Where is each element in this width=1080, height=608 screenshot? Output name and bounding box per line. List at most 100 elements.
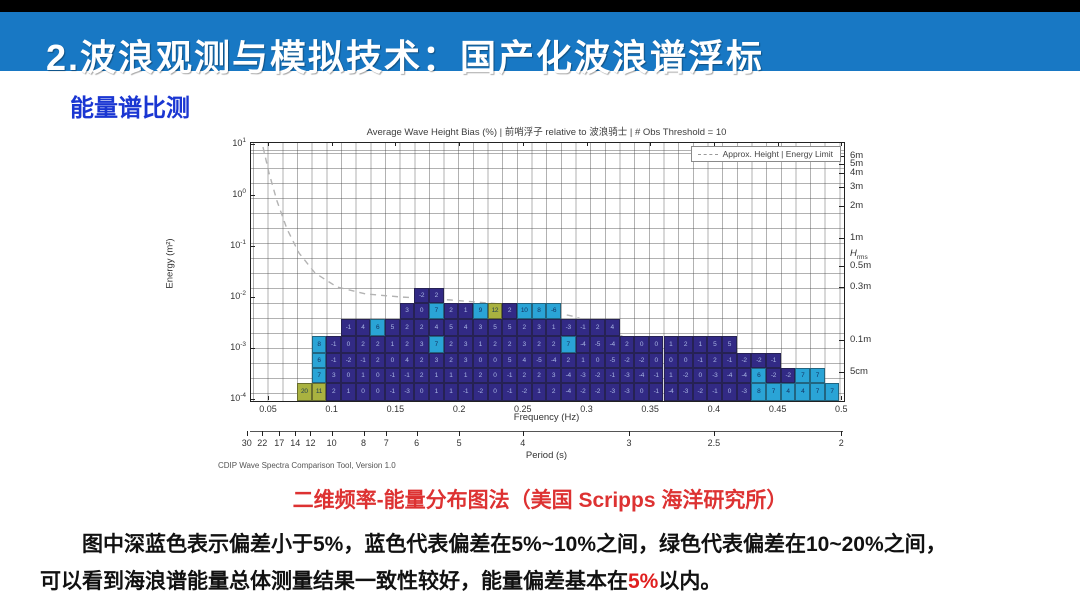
- heatmap-cell: 8: [531, 303, 547, 319]
- right-axis-tick: [839, 287, 844, 288]
- heatmap-cell: -4: [604, 336, 620, 353]
- heatmap-cell: 0: [692, 368, 708, 383]
- x-axis-tick-top: [395, 142, 397, 146]
- height-label: 5m: [850, 158, 864, 169]
- x-axis-tick-top: [777, 142, 779, 146]
- height-label: 0.5m: [850, 260, 872, 271]
- x-tick-label: 0.15: [386, 404, 405, 414]
- legend-label: Approx. Height | Energy Limit: [722, 149, 833, 159]
- heatmap-cell: -4: [560, 383, 576, 401]
- body-line-2-pre: 可以看到海浪谱能量总体测量结果一致性较好，能量偏差基本在: [40, 570, 628, 593]
- heatmap-cell: 1: [531, 383, 547, 401]
- heatmap-cell: 6: [370, 319, 385, 336]
- heatmap-cell: 2: [590, 319, 605, 336]
- period-tick: [295, 431, 297, 436]
- heatmap-cell: 3: [458, 353, 473, 368]
- heatmap-cell: -1: [575, 319, 591, 336]
- heatmap-cell: 2: [502, 336, 517, 353]
- x-tick-label: 0.25: [514, 404, 532, 414]
- heatmap-cell: 7: [560, 336, 576, 353]
- heatmap-cell: 2: [326, 383, 341, 401]
- body-line-2-post: 以内。: [658, 570, 722, 593]
- heatmap-cell: -3: [678, 383, 693, 401]
- heatmap-cell: 1: [472, 336, 488, 353]
- period-tick-label: 12: [305, 438, 316, 448]
- right-axis-tick: [839, 156, 844, 157]
- heatmap-cell: 4: [428, 319, 444, 336]
- heatmap-cell: 0: [414, 383, 429, 401]
- heatmap-cell: -1: [604, 368, 620, 383]
- heatmap-cell: 7: [766, 383, 781, 401]
- heatmap-cell: 9: [472, 303, 488, 319]
- heatmap-cell: -1: [648, 368, 664, 383]
- heatmap-cell: -2: [766, 368, 781, 383]
- plot-area: Approx. Height | Energy Limit -2 2 3 0 7 2 1 9 1…: [250, 142, 845, 402]
- heatmap-cell: -3: [399, 383, 415, 401]
- heatmap-cell: 5: [707, 336, 723, 353]
- heatmap-cell: 2: [678, 336, 693, 353]
- period-tick: [331, 431, 333, 436]
- heatmap-cell: 20: [297, 383, 312, 401]
- right-axis-tick: [839, 372, 844, 373]
- height-label: 3m: [850, 181, 864, 192]
- heatmap-cell: 3: [516, 336, 532, 353]
- heatmap-cell: -4: [736, 368, 752, 383]
- heatmap-cell: -1: [326, 353, 341, 368]
- heatmap-cell: 2: [428, 288, 444, 303]
- heatmap-cell: 2: [531, 368, 547, 383]
- x-axis-tick-top: [650, 142, 652, 146]
- heatmap-cell: 7: [810, 383, 825, 401]
- heatmap-cell: 1: [458, 368, 473, 383]
- body-line-2: 可以看到海浪谱能量总体测量结果一致性较好，能量偏差基本在5%以内。: [40, 563, 1045, 600]
- heatmap-cell: 1: [355, 368, 371, 383]
- heatmap-cell: -3: [619, 383, 635, 401]
- heatmap-cell: 1: [458, 303, 473, 319]
- y-axis-tick: [250, 297, 255, 298]
- heatmap-cell: 2: [414, 319, 429, 336]
- heatmap-cell: 1: [384, 336, 400, 353]
- period-tick-label: 6: [414, 438, 420, 448]
- period-tick: [246, 431, 248, 436]
- period-tick: [262, 431, 264, 436]
- period-tick-label: 22: [257, 438, 268, 448]
- heatmap-cell: 0: [487, 383, 503, 401]
- heatmap-cell: 2: [531, 336, 547, 353]
- heatmap-cell: 2: [399, 319, 415, 336]
- heatmap-cell: 2: [414, 368, 429, 383]
- period-tick-label: 2: [838, 438, 844, 448]
- heatmap-cell: 7: [824, 383, 840, 401]
- heatmap-cell: -2: [340, 353, 356, 368]
- heatmap-cell: 0: [340, 368, 356, 383]
- x-tick-label: 0.5: [835, 404, 848, 414]
- heatmap-cell: -6: [546, 303, 561, 319]
- heatmap-cell: 2: [370, 336, 385, 353]
- heatmap-cell: -1: [340, 319, 356, 336]
- heatmap-cell: 7: [428, 303, 444, 319]
- chart-footer: CDIP Wave Spectra Comparison Tool, Versi…: [218, 461, 396, 470]
- heatmap-cell: 10: [516, 303, 532, 319]
- heatmap-cell: 2: [707, 353, 723, 368]
- slide-header: 2.波浪观测与模拟技术：国产化波浪谱浮标: [0, 12, 1080, 78]
- heatmap-cell: 1: [692, 336, 708, 353]
- heatmap-cell: -2: [414, 288, 429, 303]
- x-axis-tick-top: [268, 142, 269, 146]
- heatmap-cell: 0: [340, 336, 356, 353]
- heatmap-cell: -2: [590, 383, 605, 401]
- heatmap-cell: 4: [780, 383, 796, 401]
- heatmap-cell: 1: [575, 353, 591, 368]
- heatmap-cell: 2: [487, 336, 503, 353]
- heatmap-cell: 0: [722, 383, 737, 401]
- heatmap-cell: 2: [619, 336, 635, 353]
- period-tick-label: 4: [520, 438, 526, 448]
- right-axis-tick: [839, 164, 844, 165]
- heatmap-cell: 2: [560, 353, 576, 368]
- period-tick: [841, 431, 843, 436]
- period-tick: [459, 431, 461, 436]
- x-axis-tick-top: [459, 142, 461, 146]
- heatmap-cell: 5: [502, 319, 517, 336]
- heatmap-cell: -1: [692, 353, 708, 368]
- y-tick-label: 101: [232, 137, 246, 148]
- heatmap-cell: -2: [780, 368, 796, 383]
- period-tick-label: 7: [383, 438, 389, 448]
- heatmap-cell: -4: [575, 336, 591, 353]
